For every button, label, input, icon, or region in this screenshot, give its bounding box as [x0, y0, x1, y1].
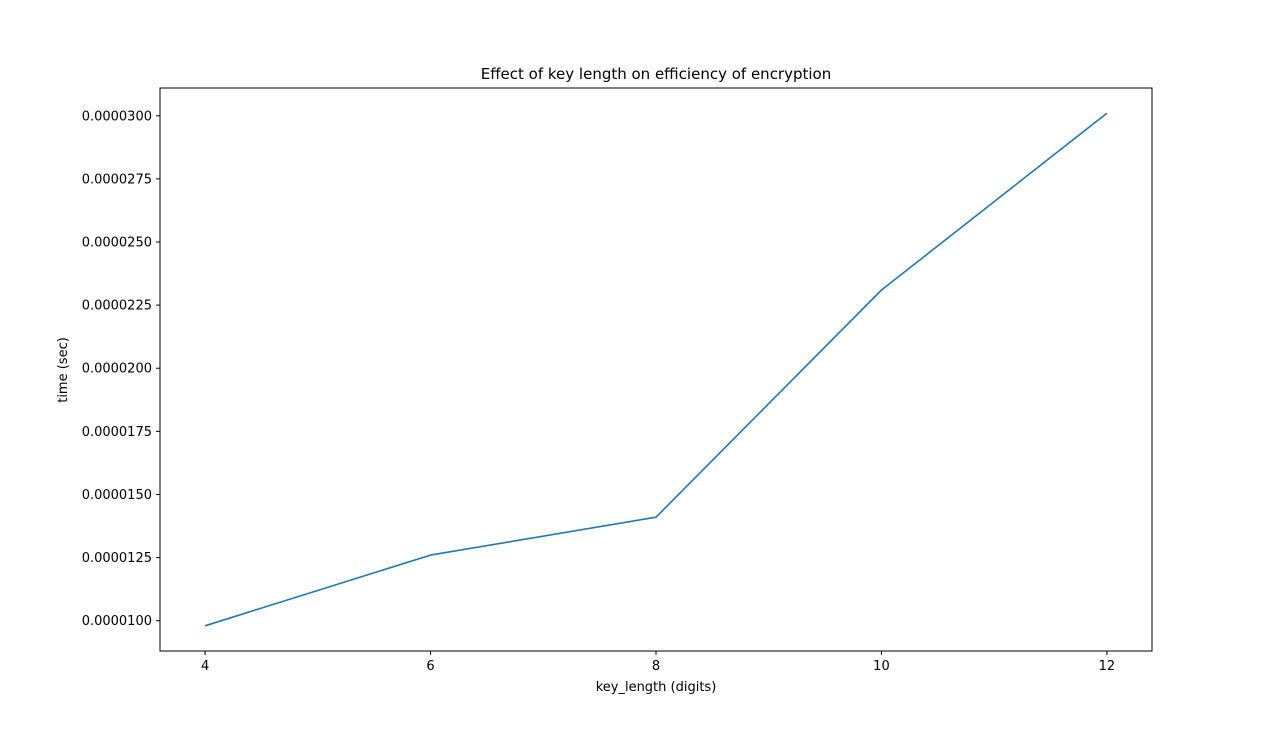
x-axis: 4 6 8 10 12 [201, 651, 1115, 674]
x-tick-label: 6 [426, 659, 434, 674]
y-tick-label: 0.0000275 [82, 172, 152, 187]
y-tick-label: 0.0000225 [82, 299, 152, 314]
series-layer [204, 112, 1108, 627]
y-tick-label: 0.0000125 [82, 551, 152, 566]
series-line [204, 112, 1108, 627]
x-axis-label: key_length (digits) [596, 680, 717, 695]
x-tick-label: 12 [1099, 659, 1116, 674]
y-tick-label: 0.0000175 [82, 425, 152, 440]
y-tick-label: 0.0000200 [82, 362, 152, 377]
chart-title: Effect of key length on efficiency of en… [481, 65, 832, 83]
plot-area [159, 87, 1153, 652]
y-tick-label: 0.0000250 [82, 236, 152, 251]
x-tick-label: 4 [201, 659, 209, 674]
y-axis-label: time (sec) [56, 337, 71, 403]
x-tick-label: 10 [873, 659, 890, 674]
x-tick-label: 8 [652, 659, 660, 674]
y-tick-label: 0.0000150 [82, 488, 152, 503]
y-tick-label: 0.0000300 [82, 109, 152, 124]
y-axis: 0.0000100 0.0000125 0.0000150 0.0000175 0.00… [82, 109, 160, 629]
y-tick-label: 0.0000100 [82, 614, 152, 629]
